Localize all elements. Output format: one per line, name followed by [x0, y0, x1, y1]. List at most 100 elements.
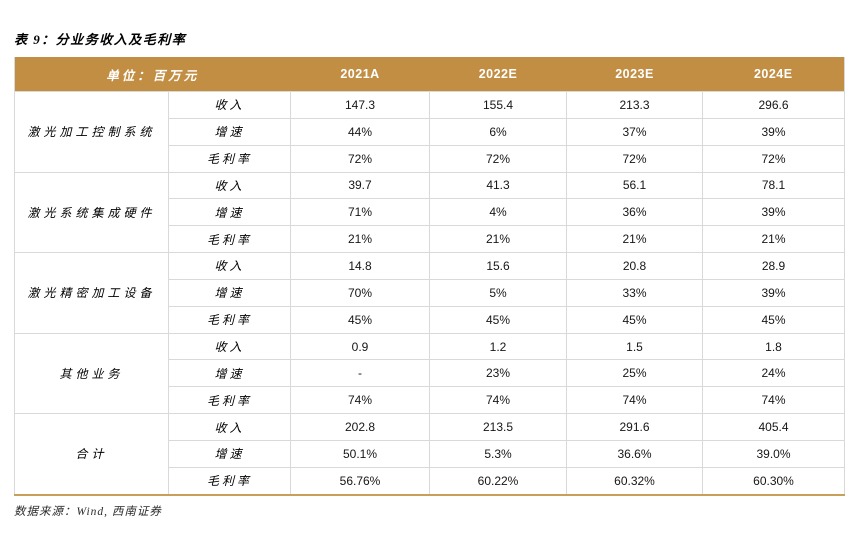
table-row: 毛利率 74% 74% 74% 74%	[15, 386, 846, 415]
value-cell: 21%	[702, 225, 846, 254]
value-cell: 72%	[566, 144, 704, 173]
table-row: 增速 50.1% 5.3% 36.6% 39.0%	[15, 439, 846, 468]
value-cell: -	[290, 359, 431, 388]
value-cell: 78.1	[702, 171, 846, 200]
value-cell: 1.8	[702, 332, 846, 361]
metric-cell: 毛利率	[167, 225, 292, 254]
value-cell: 14.8	[290, 252, 431, 280]
value-cell: 45%	[429, 305, 568, 334]
value-cell: 36%	[566, 198, 704, 227]
year-header-2022e: 2022E	[429, 57, 567, 92]
value-cell: 6%	[429, 117, 568, 146]
table-title: 表 9：分业务收入及毛利率	[14, 32, 187, 47]
value-cell: 4%	[429, 198, 568, 227]
unit-header-cell: 单位：百万元	[14, 57, 291, 92]
value-cell: 202.8	[290, 413, 431, 441]
value-cell: 1.5	[566, 332, 704, 361]
group-name-cell: 激光精密加工设备	[14, 252, 169, 334]
value-cell: 147.3	[290, 91, 431, 119]
revenue-margin-table: 单位：百万元 2021A 2022E 2023E 2024E 激光加工控制系统 …	[14, 57, 846, 496]
group-name-cell: 合计	[14, 413, 169, 496]
value-cell: 72%	[290, 144, 431, 173]
value-cell: 45%	[566, 305, 704, 334]
value-cell: 21%	[566, 225, 704, 254]
year-header-2023e: 2023E	[566, 57, 703, 92]
value-cell: 74%	[566, 386, 704, 415]
value-cell: 72%	[702, 144, 846, 173]
value-cell: 45%	[702, 305, 846, 334]
table-row: 毛利率 21% 21% 21% 21%	[15, 225, 846, 254]
value-cell: 39%	[702, 198, 846, 227]
value-cell: 37%	[566, 117, 704, 146]
table-row: 增速 44% 6% 37% 39%	[15, 117, 846, 146]
value-cell: 74%	[290, 386, 431, 415]
metric-cell: 增速	[167, 359, 292, 388]
table-row: 其他业务 收入 0.9 1.2 1.5 1.8	[14, 332, 846, 415]
value-cell: 39%	[702, 117, 846, 146]
group-name-cell: 其他业务	[14, 332, 169, 415]
metric-cell: 收入	[167, 332, 292, 361]
table-row: 激光加工控制系统 收入 147.3 155.4 213.3 296.6	[14, 91, 846, 173]
value-cell: 39%	[702, 278, 846, 307]
metric-cell: 毛利率	[167, 466, 292, 496]
table-row: 激光系统集成硬件 收入 39.7 41.3 56.1 78.1	[14, 171, 846, 254]
value-cell: 213.3	[566, 91, 704, 119]
value-cell: 0.9	[290, 332, 431, 361]
table-row: 激光精密加工设备 收入 14.8 15.6 20.8 28.9	[14, 252, 846, 334]
metric-cell: 增速	[167, 198, 292, 227]
value-cell: 41.3	[429, 171, 568, 200]
value-cell: 24%	[702, 359, 846, 388]
value-cell: 74%	[702, 386, 846, 415]
report-page: 表 9：分业务收入及毛利率 单位：百万元 2021A 2022E 2023E 2…	[0, 32, 858, 540]
value-cell: 20.8	[566, 252, 704, 280]
table-header-row: 单位：百万元 2021A 2022E 2023E 2024E	[14, 57, 845, 92]
value-cell: 296.6	[702, 91, 846, 119]
table-row: 增速 71% 4% 36% 39%	[15, 198, 846, 227]
metric-cell: 毛利率	[167, 305, 292, 334]
value-cell: 70%	[290, 278, 431, 307]
value-cell: 25%	[566, 359, 704, 388]
value-cell: 39.7	[290, 171, 431, 200]
value-cell: 28.9	[702, 252, 846, 280]
value-cell: 60.22%	[429, 466, 568, 496]
metric-cell: 增速	[167, 439, 292, 468]
data-source-note: 数据来源：Wind, 西南证券	[14, 505, 162, 518]
value-cell: 74%	[429, 386, 568, 415]
value-cell: 71%	[290, 198, 431, 227]
table-row: 毛利率 45% 45% 45% 45%	[15, 305, 846, 334]
metric-cell: 收入	[167, 171, 292, 200]
group-name-cell: 激光加工控制系统	[14, 91, 169, 173]
metric-cell: 毛利率	[167, 386, 292, 415]
value-cell: 21%	[290, 225, 431, 254]
value-cell: 1.2	[429, 332, 568, 361]
group-name-cell: 激光系统集成硬件	[14, 171, 169, 254]
table-row: 毛利率 56.76% 60.22% 60.32% 60.30%	[15, 466, 846, 496]
metric-cell: 毛利率	[167, 144, 292, 173]
year-header-2024e: 2024E	[702, 57, 845, 92]
table-row: 毛利率 72% 72% 72% 72%	[15, 144, 846, 173]
value-cell: 15.6	[429, 252, 568, 280]
value-cell: 72%	[429, 144, 568, 173]
table-row: 增速 - 23% 25% 24%	[15, 359, 846, 388]
value-cell: 60.30%	[702, 466, 846, 496]
value-cell: 44%	[290, 117, 431, 146]
value-cell: 56.1	[566, 171, 704, 200]
value-cell: 213.5	[429, 413, 568, 441]
value-cell: 60.32%	[566, 466, 704, 496]
value-cell: 39.0%	[702, 439, 846, 468]
value-cell: 291.6	[566, 413, 704, 441]
metric-cell: 增速	[167, 278, 292, 307]
value-cell: 45%	[290, 305, 431, 334]
metric-cell: 收入	[167, 413, 292, 441]
year-header-2021a: 2021A	[290, 57, 430, 92]
value-cell: 5%	[429, 278, 568, 307]
value-cell: 5.3%	[429, 439, 568, 468]
value-cell: 56.76%	[290, 466, 431, 496]
metric-cell: 增速	[167, 117, 292, 146]
table-row: 合计 收入 202.8 213.5 291.6 405.4	[14, 413, 846, 496]
value-cell: 50.1%	[290, 439, 431, 468]
value-cell: 405.4	[702, 413, 846, 441]
value-cell: 36.6%	[566, 439, 704, 468]
value-cell: 21%	[429, 225, 568, 254]
metric-cell: 收入	[167, 252, 292, 280]
